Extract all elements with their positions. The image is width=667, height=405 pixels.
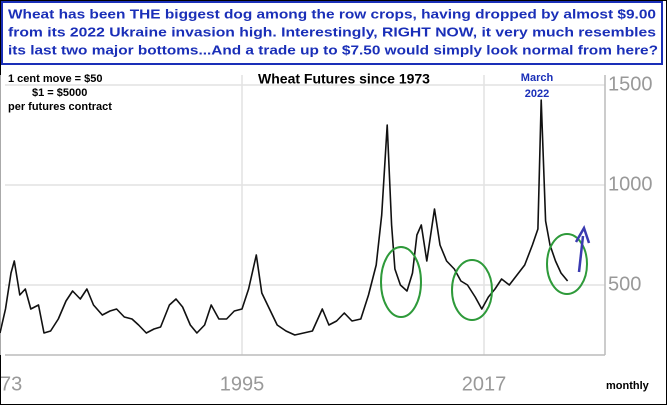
annotation: $1 = $5000	[32, 87, 87, 99]
header-line: its last two major bottoms...And a trade…	[8, 42, 658, 57]
highlight-circle	[380, 246, 422, 318]
annotation: per futures contract	[8, 101, 112, 113]
arrow	[577, 235, 585, 273]
y-tick-label: 1500	[608, 73, 653, 95]
x-tick-label: 2017	[462, 373, 507, 395]
price-line	[0, 99, 569, 336]
highlight-circle	[546, 233, 588, 295]
y-tick-label: 500	[608, 273, 641, 295]
y-tick-label: 1000	[608, 173, 653, 195]
chart-title: Wheat Futures since 1973	[258, 71, 430, 87]
annotation: March	[521, 72, 554, 84]
arrow-head	[574, 224, 591, 244]
header-line: from its 2022 Ukraine invasion high. Int…	[8, 24, 656, 39]
annotation: 1 cent move = $50	[8, 73, 102, 85]
annotation: 2022	[525, 88, 549, 100]
annotation: monthly	[606, 380, 650, 392]
x-tick-label: 73	[0, 373, 22, 395]
header-box	[1, 1, 663, 65]
x-tick-label: 1995	[220, 373, 265, 395]
header-line: Wheat has been THE biggest dog among the…	[8, 6, 656, 21]
highlight-circle	[451, 259, 493, 321]
